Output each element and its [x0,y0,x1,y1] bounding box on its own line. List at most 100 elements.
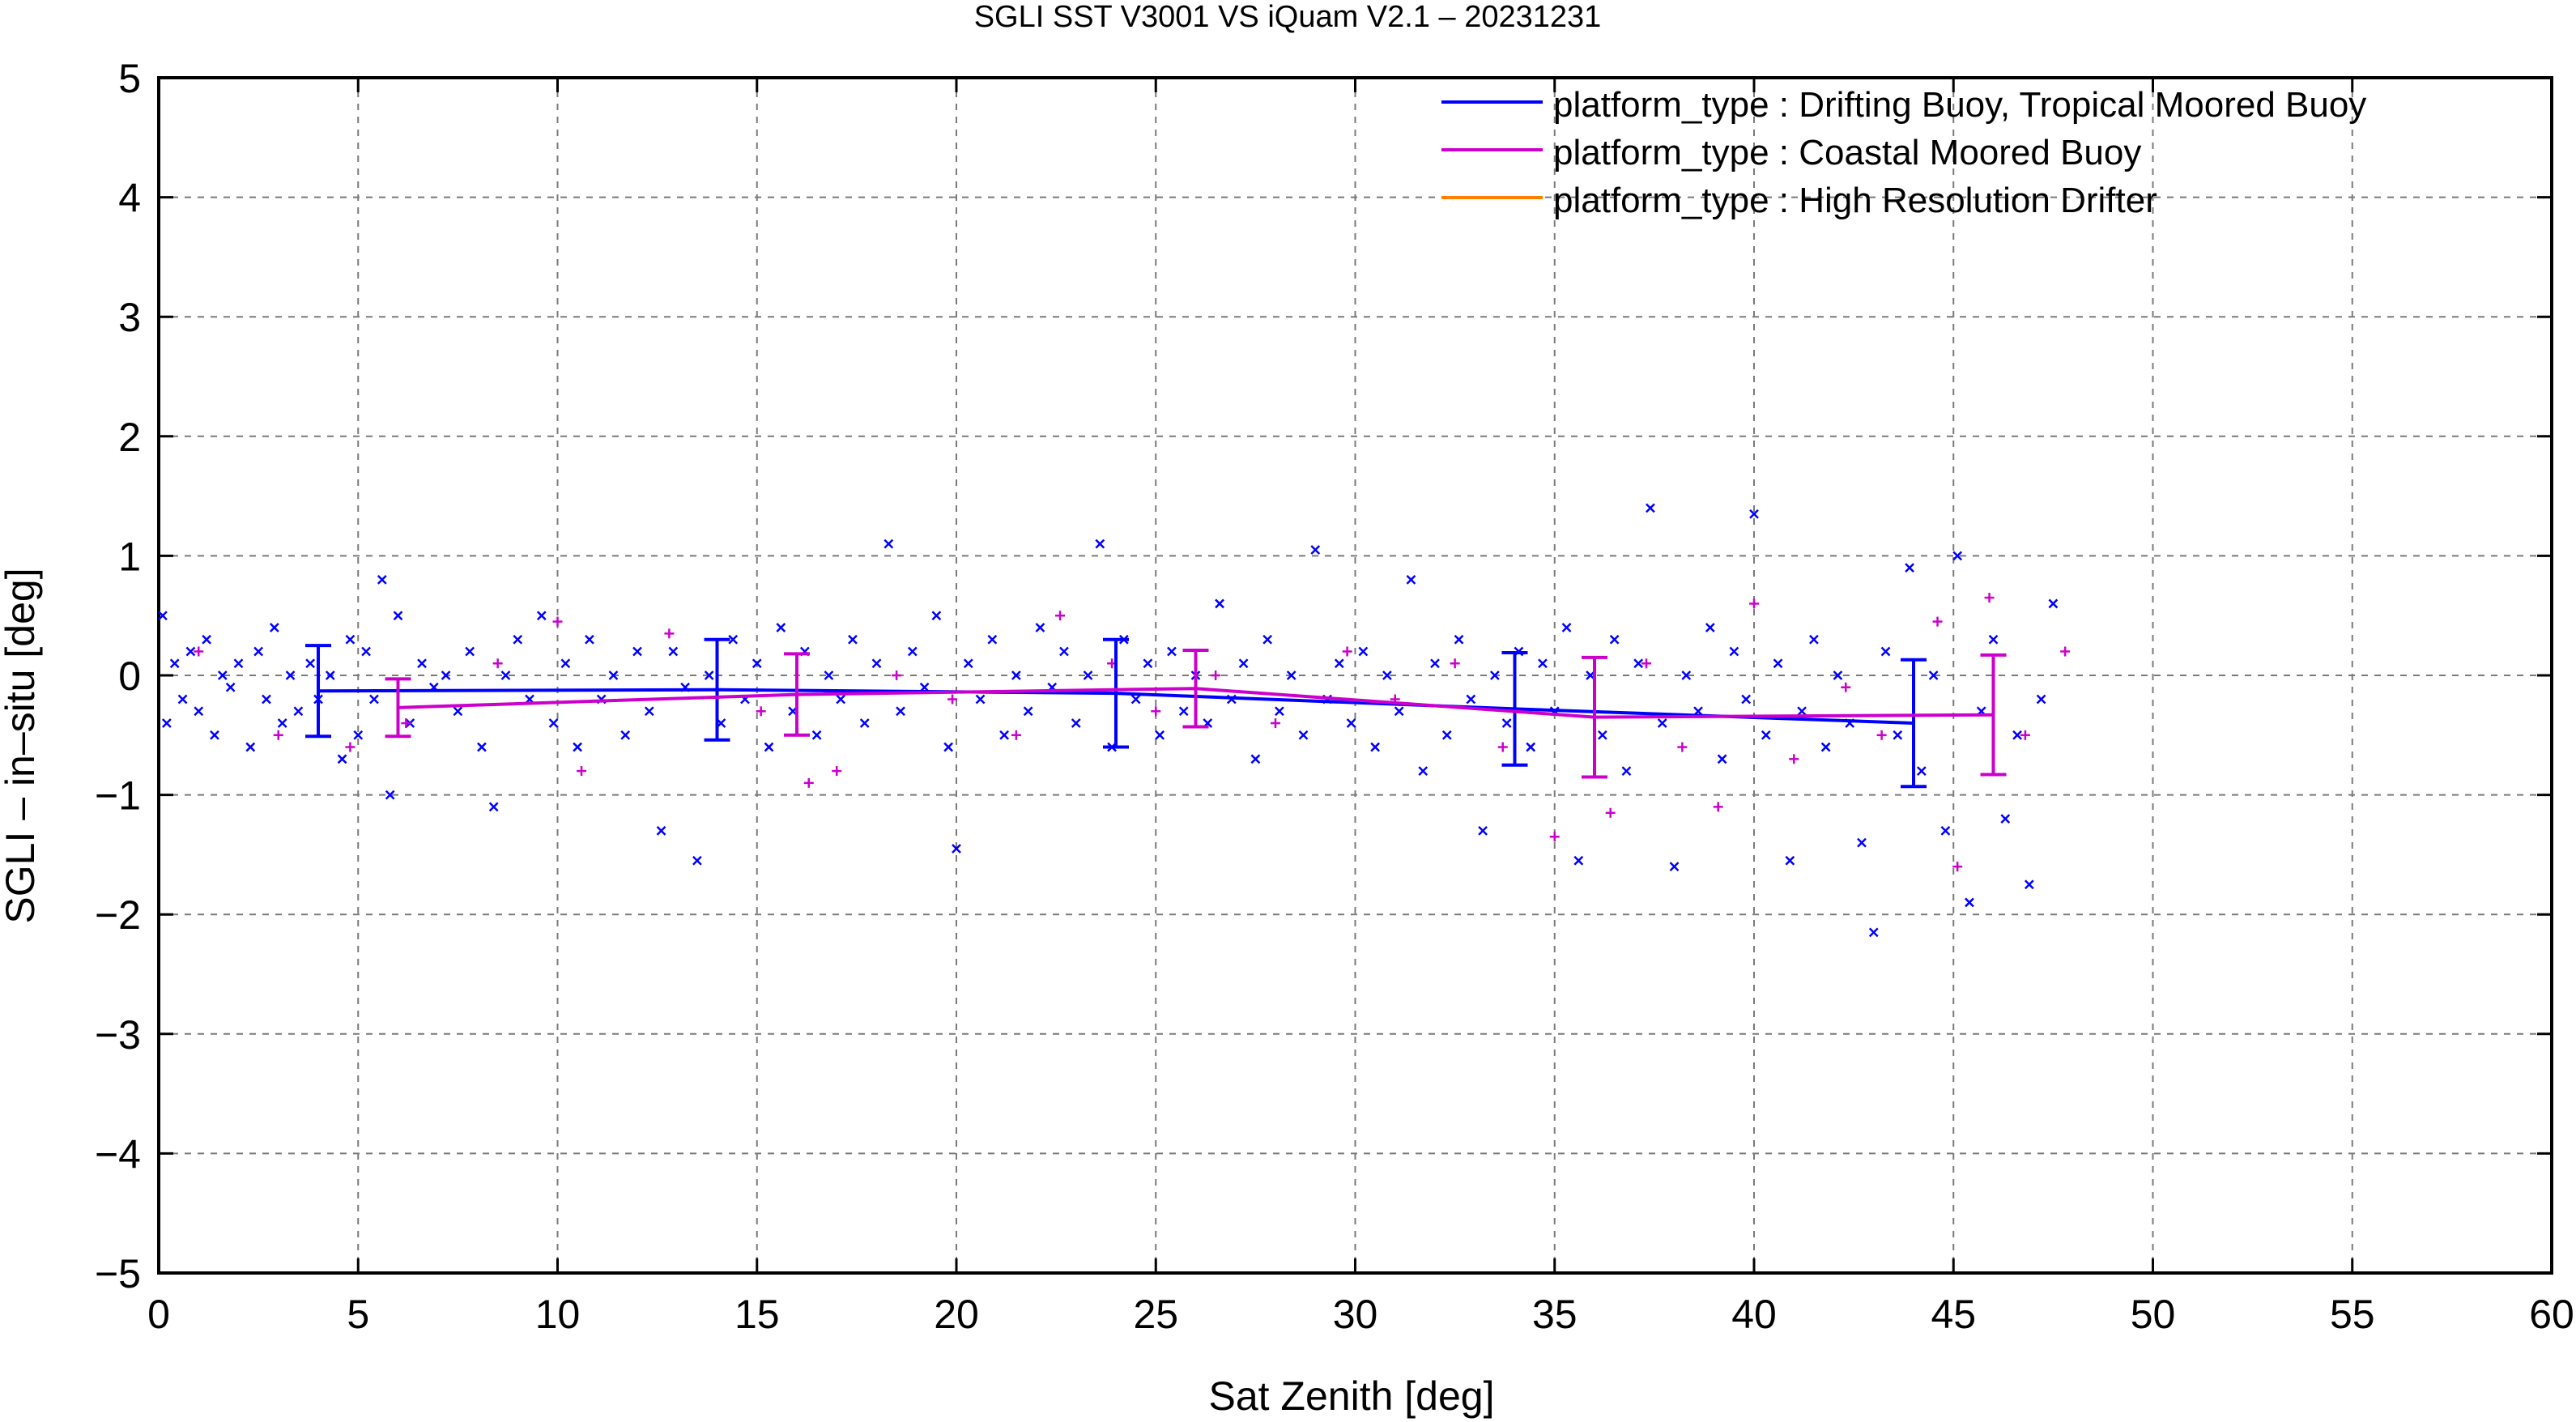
data-point-stroke [393,611,403,621]
data-point [1952,862,1963,872]
data-point-stroke [1083,671,1093,680]
data-point [1916,766,1927,776]
data-point [871,658,882,669]
y-tick-label: −2 [95,892,141,938]
data-point [1406,575,1416,585]
legend-label: platform_type : Drifting Buoy, Tropical … [1553,85,2366,125]
data-point-stroke [1130,694,1141,705]
data-point-stroke [1705,623,1715,632]
data-point [1741,694,1752,705]
data-point-stroke [225,682,236,692]
x-tick-label: 30 [1333,1292,1378,1337]
y-tick-label: 1 [118,534,141,579]
data-point-stroke [1965,897,1974,908]
data-point [952,844,961,854]
data-point [1271,718,1280,729]
data-point-stroke [1952,551,1963,561]
data-point-stroke [417,658,427,669]
y-tick-label: 2 [118,415,141,460]
data-point [999,730,1009,740]
data-point [361,646,371,657]
data-point [441,671,451,680]
data-point [177,694,188,705]
y-tick-label: 3 [118,295,141,340]
data-point [1928,671,1939,680]
data-point-stroke [305,658,316,669]
data-point [369,694,379,705]
data-point-stroke [1905,563,1914,573]
data-point [305,658,316,669]
data-point [1478,825,1488,836]
data-point-stroke [285,671,296,680]
data-point [1905,563,1914,573]
data-point-stroke [377,575,387,585]
data-point-stroke [548,718,559,728]
data-point [253,646,264,657]
x-tick-label: 20 [934,1292,979,1337]
data-point [1143,658,1153,669]
data-point [824,671,834,680]
data-point [931,611,942,621]
data-point-stroke [1262,634,1273,645]
data-point-stroke [764,742,774,752]
data-point [465,646,475,657]
data-point-stroke [1880,646,1891,657]
data-point [963,658,973,669]
data-point [1573,855,1584,866]
data-point-stroke [1868,927,1879,938]
data-point-stroke [1988,634,1999,645]
data-point-stroke [999,730,1009,740]
legend-label: platform_type : Coastal Moored Buoy [1553,133,2141,172]
data-point [1011,730,1021,740]
data-point [2000,814,2011,824]
x-axis-label: Sat Zenith [deg] [1208,1373,1494,1419]
data-point [1382,671,1392,680]
data-point [1298,730,1309,740]
x-tick-label: 35 [1532,1292,1578,1337]
data-point-stroke [1430,658,1440,669]
data-point-stroke [987,634,998,645]
data-point [1250,754,1261,764]
data-point [194,646,204,657]
data-point-stroke [210,730,219,740]
data-point [704,671,714,680]
data-point [548,718,559,728]
data-point-stroke [500,671,511,680]
data-point [500,671,511,680]
data-point [1876,730,1887,740]
data-point [477,742,487,752]
data-point [1489,671,1500,680]
data-point-stroke [1334,658,1344,669]
y-tick-label: −4 [95,1131,141,1177]
data-point-stroke [1155,730,1165,740]
data-point-stroke [1669,862,1680,872]
data-point-stroke [752,658,762,669]
data-point [2020,730,2030,740]
data-point [1238,658,1249,669]
data-point [1083,671,1093,680]
data-point [1262,634,1273,645]
data-point [1370,742,1381,752]
data-point [975,694,986,705]
data-point-stroke [1275,706,1284,717]
data-point [245,742,256,752]
data-point-stroke [441,671,451,680]
data-point [1761,730,1771,740]
data-point-stroke [943,742,954,752]
data-point-stroke [1621,766,1632,776]
data-point-stroke [1178,706,1189,717]
data-point [664,628,675,639]
data-point [1646,503,1655,513]
data-point-stroke [1035,623,1045,632]
data-point [1334,658,1344,669]
x-tick-label: 15 [734,1292,780,1337]
data-point [1785,855,1795,866]
data-point-stroke [824,671,834,680]
data-point [577,766,587,777]
data-point [1932,616,1943,627]
data-point [884,539,894,549]
data-point-stroke [608,671,619,680]
data-point [385,790,395,800]
